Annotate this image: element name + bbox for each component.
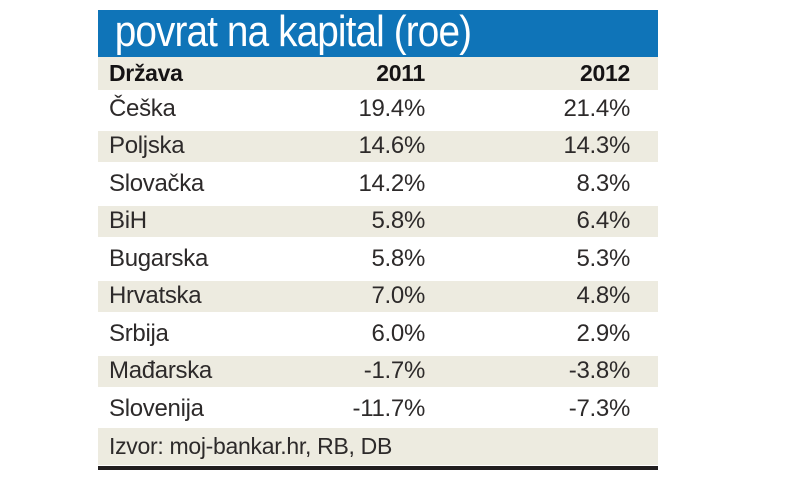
value-2012-cell: -3.8% [568, 357, 631, 385]
country-cell: Poljska [109, 132, 185, 160]
column-header-country: Država [109, 60, 183, 86]
value-2012-cell: 5.3% [576, 244, 630, 272]
table-row: Slovačka 14.2% 8.3% [98, 165, 658, 203]
value-2011-cell: 5.8% [371, 207, 425, 235]
value-2012-cell: 2.9% [576, 319, 630, 347]
country-cell: Bugarska [109, 244, 208, 272]
bottom-rule [98, 465, 658, 470]
country-cell: Srbija [109, 319, 169, 347]
value-2012-cell: 14.3% [563, 132, 630, 160]
country-cell: Mađarska [109, 357, 212, 385]
country-cell: Slovenija [109, 394, 204, 422]
value-2011-cell: 19.4% [358, 94, 425, 122]
country-cell: Slovačka [109, 169, 204, 197]
table-row: Srbija 6.0% 2.9% [98, 315, 658, 353]
country-cell: Češka [109, 94, 176, 122]
table-row: Mađarska -1.7% -3.8% [98, 352, 658, 390]
roe-table: povrat na kapital (roe) Država 2011 2012… [98, 10, 658, 470]
table-header-row: Država 2011 2012 [98, 57, 658, 90]
value-2012-cell: 6.4% [576, 207, 630, 235]
value-2012-cell: 8.3% [576, 169, 630, 197]
table-row: Bugarska 5.8% 5.3% [98, 240, 658, 278]
table-row: Češka 19.4% 21.4% [98, 90, 658, 128]
value-2011-cell: 5.8% [371, 244, 425, 272]
country-cell: BiH [109, 207, 147, 235]
value-2012-cell: 4.8% [576, 282, 630, 310]
value-2011-cell: -11.7% [352, 394, 426, 422]
value-2012-cell: 21.4% [563, 94, 630, 122]
value-2011-cell: 6.0% [371, 319, 425, 347]
table-row: Poljska 14.6% 14.3% [98, 127, 658, 165]
source-text: Izvor: moj-bankar.hr, RB, DB [109, 432, 393, 459]
table-row: Hrvatska 7.0% 4.8% [98, 277, 658, 315]
table-title: povrat na kapital (roe) [114, 10, 472, 56]
value-2011-cell: 7.0% [371, 282, 425, 310]
column-header-2011: 2011 [376, 60, 425, 86]
table-row: Slovenija -11.7% -7.3% [98, 390, 658, 428]
title-bar: povrat na kapital (roe) [98, 10, 658, 57]
value-2011-cell: 14.2% [358, 169, 425, 197]
column-header-2012: 2012 [580, 60, 630, 86]
value-2011-cell: -1.7% [363, 357, 426, 385]
source-row: Izvor: moj-bankar.hr, RB, DB [98, 427, 658, 465]
value-2012-cell: -7.3% [568, 394, 631, 422]
table-row: BiH 5.8% 6.4% [98, 202, 658, 240]
value-2011-cell: 14.6% [358, 132, 425, 160]
country-cell: Hrvatska [109, 282, 202, 310]
